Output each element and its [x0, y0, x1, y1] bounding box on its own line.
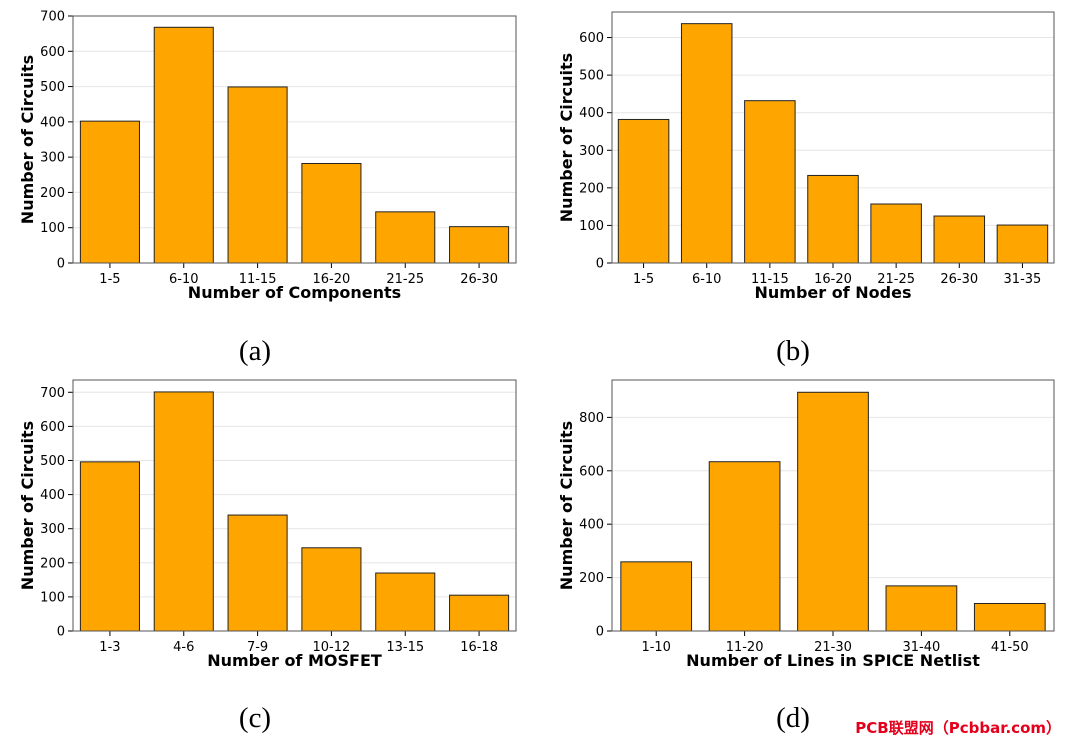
- x-tick-label: 11-20: [726, 640, 764, 655]
- chart-panel-a: 0 100 200 300 400 500 600 700 1-5 6-10 11-15 16-20 2…: [18, 10, 517, 367]
- bar: [885, 585, 958, 632]
- x-tick-label: 4-6: [173, 640, 194, 655]
- x-tick-label: 31-40: [903, 640, 941, 655]
- x-tick-label: 6-10: [692, 272, 722, 287]
- y-tick-label: 700: [40, 386, 65, 401]
- x-tick-label: 11-15: [239, 272, 277, 287]
- panel-caption: (a): [239, 335, 271, 367]
- x-tick-label: 10-12: [313, 640, 351, 655]
- bar: [933, 215, 986, 264]
- x-tick-label: 41-50: [991, 640, 1029, 655]
- y-tick-label: 0: [57, 625, 65, 640]
- bar: [620, 561, 693, 632]
- chart-panel-c: 0 100 200 300 400 500 600 700 1-3 4-6 7-9 10-12 13-1…: [18, 379, 517, 734]
- y-tick-label: 200: [579, 571, 604, 586]
- plot-frame: [611, 379, 1055, 632]
- bar: [375, 211, 436, 264]
- x-tick-label: 26-30: [460, 272, 498, 287]
- x-tick-label: 6-10: [169, 272, 199, 287]
- bar: [153, 391, 214, 632]
- y-tick-label: 400: [40, 115, 65, 130]
- bar: [870, 203, 922, 264]
- panel-caption: (b): [776, 335, 810, 367]
- x-tick-label: 16-18: [460, 640, 498, 655]
- bar: [996, 224, 1049, 264]
- y-tick-label: 800: [579, 411, 604, 426]
- x-tick-label: 26-30: [940, 272, 978, 287]
- y-tick-label: 500: [40, 454, 65, 469]
- chart-panel-b: 0 100 200 300 400 500 600 1-5 6-10 11-15 16-20 21-2…: [557, 11, 1055, 367]
- y-tick-label: 600: [40, 420, 65, 435]
- x-tick-label: 21-25: [877, 272, 915, 287]
- bar: [227, 514, 288, 632]
- y-tick-label: 600: [579, 31, 604, 46]
- x-tick-label: 31-35: [1004, 272, 1042, 287]
- y-tick-label: 100: [40, 221, 65, 236]
- y-tick-label: 200: [40, 186, 65, 201]
- plot-frame: [611, 11, 1055, 264]
- y-axis-title: Number of Circuits: [557, 421, 576, 590]
- x-axis-title: Number of Components: [188, 283, 401, 302]
- x-tick-label: 1-5: [633, 272, 654, 287]
- y-tick-label: 500: [579, 69, 604, 84]
- bar: [227, 86, 288, 264]
- x-axis-title: Number of MOSFET: [207, 651, 382, 670]
- x-tick-label: 1-5: [99, 272, 120, 287]
- y-tick-label: 600: [579, 464, 604, 479]
- bar: [79, 461, 140, 632]
- panel-caption: (c): [239, 702, 271, 734]
- x-tick-label: 21-30: [814, 640, 852, 655]
- x-tick-label: 1-3: [99, 640, 120, 655]
- bar: [375, 572, 436, 632]
- y-tick-label: 0: [596, 625, 604, 640]
- y-tick-label: 500: [40, 80, 65, 95]
- y-tick-label: 400: [579, 106, 604, 121]
- plot-frame: [72, 15, 517, 264]
- y-tick-label: 700: [40, 10, 65, 25]
- chart-panel-d: 0 200 400 600 800 1-10 11-20 21-30 31-40 41-50 Num…: [557, 379, 1055, 734]
- y-tick-label: 300: [40, 151, 65, 166]
- y-tick-label: 100: [579, 219, 604, 234]
- x-tick-label: 1-10: [641, 640, 671, 655]
- bar: [807, 174, 859, 264]
- y-tick-label: 600: [40, 45, 65, 60]
- y-tick-label: 400: [579, 518, 604, 533]
- y-tick-label: 0: [57, 257, 65, 272]
- y-tick-label: 300: [579, 144, 604, 159]
- x-tick-label: 7-9: [247, 640, 268, 655]
- x-axis-title: Number of Nodes: [755, 283, 912, 302]
- y-axis-title: Number of Circuits: [18, 421, 37, 590]
- bar: [301, 547, 362, 632]
- x-tick-label: 16-20: [814, 272, 852, 287]
- bar: [617, 118, 670, 264]
- x-tick-label: 11-15: [751, 272, 789, 287]
- bar: [708, 461, 781, 632]
- watermark-text: PCB联盟网（Pcbbar.com）: [855, 719, 1061, 737]
- bar: [449, 226, 510, 264]
- x-tick-label: 13-15: [386, 640, 424, 655]
- y-axis-title: Number of Circuits: [557, 53, 576, 222]
- x-tick-label: 21-25: [386, 272, 424, 287]
- y-axis-title: Number of Circuits: [18, 55, 37, 224]
- panel-caption: (d): [776, 702, 810, 734]
- y-tick-label: 100: [40, 590, 65, 605]
- bar: [79, 120, 140, 264]
- bar: [973, 602, 1046, 632]
- y-tick-label: 0: [596, 257, 604, 272]
- plot-frame: [72, 379, 517, 632]
- bar: [797, 391, 869, 632]
- x-axis-title: Number of Lines in SPICE Netlist: [686, 651, 980, 670]
- y-tick-label: 200: [40, 556, 65, 571]
- bar: [153, 26, 214, 264]
- x-tick-label: 16-20: [313, 272, 351, 287]
- bar: [680, 23, 733, 264]
- bar: [744, 100, 796, 264]
- y-tick-label: 400: [40, 488, 65, 503]
- y-tick-label: 300: [40, 522, 65, 537]
- bar: [301, 162, 362, 264]
- y-tick-label: 200: [579, 181, 604, 196]
- bar: [449, 594, 510, 632]
